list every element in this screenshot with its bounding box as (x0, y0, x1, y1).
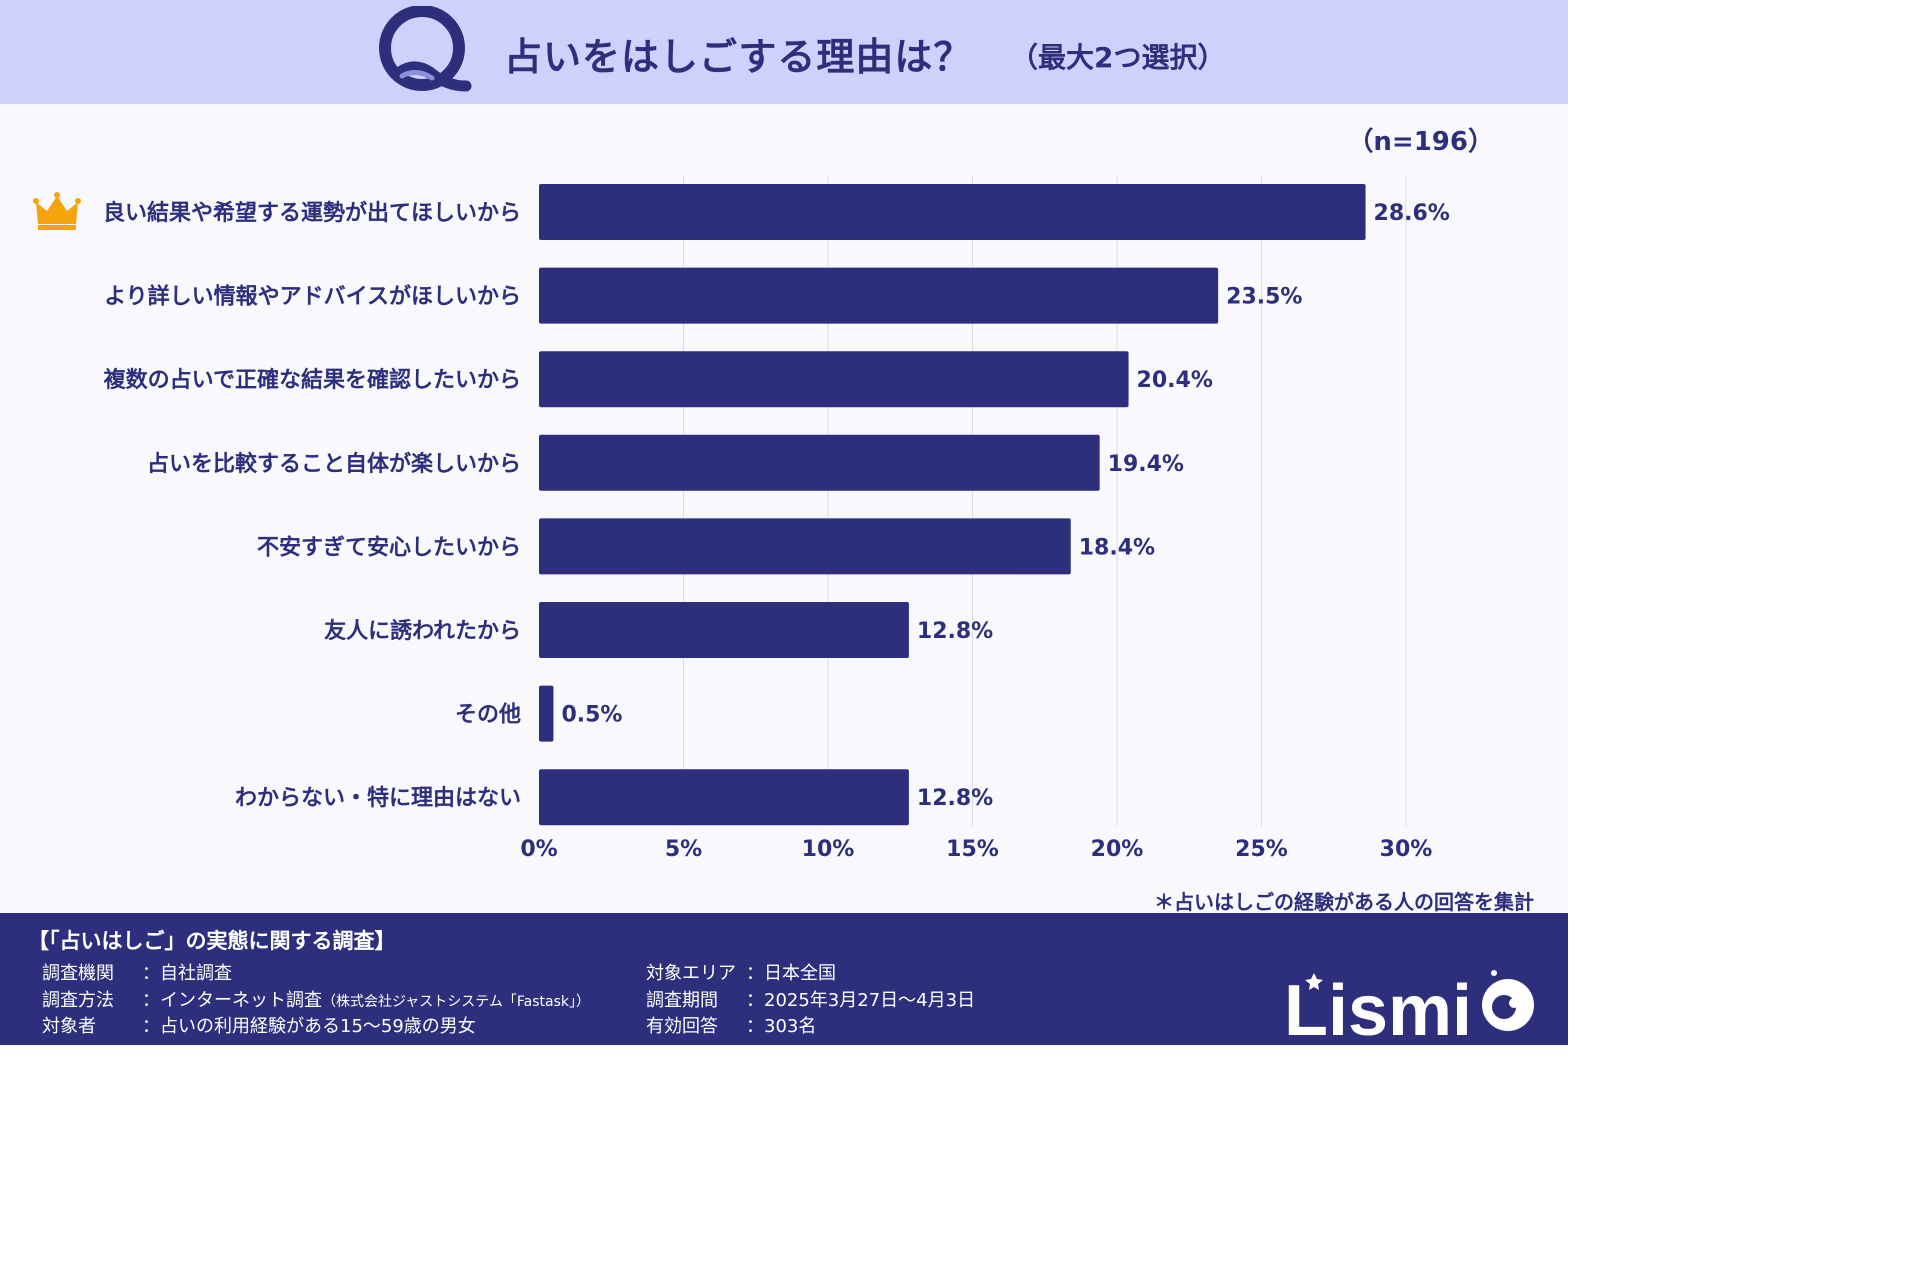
footer-value: ：日本全国 (746, 963, 836, 984)
data-label: 18.4% (1079, 535, 1155, 560)
x-tick-label: 5% (665, 837, 702, 862)
data-label: 12.8% (917, 619, 993, 644)
x-tick-label: 25% (1235, 837, 1288, 862)
footer-label: 有効回答 (646, 1016, 718, 1037)
q-icon (379, 6, 472, 92)
page-title: 占いをはしごする理由は？ (504, 35, 973, 79)
data-label: 0.5% (561, 703, 622, 728)
footer-row-method: 調査方法 ：インターネット調査（株式会社ジャストシステム「Fastask」） (42, 986, 590, 1012)
crown-icon (33, 192, 81, 230)
bar (539, 602, 909, 658)
footer-value: ：303名 (746, 1016, 817, 1037)
footnote: ＊占いはしごの経験がある人の回答を集計 (1154, 890, 1534, 914)
data-label: 23.5% (1226, 285, 1302, 310)
category-label: わからない・特に理由はない (235, 785, 521, 811)
footer-row-period: 調査期間 ：2025年3月27日～4月3日 (646, 986, 975, 1012)
category-label: 占いを比較すること自体が楽しいから (147, 451, 521, 477)
category-label: その他 (455, 703, 521, 728)
footer-label: 調査方法 (42, 990, 114, 1011)
bar (539, 351, 1129, 408)
x-tick-label: 0% (520, 837, 557, 862)
header-banner: 占いをはしごする理由は？ （最大2つ選択） (0, 0, 1568, 104)
bar (539, 184, 1366, 240)
bar (539, 434, 1100, 491)
bar (539, 518, 1071, 575)
footer-row-org: 調査機関 ：自社調査 (42, 959, 232, 985)
data-label: 28.6% (1374, 201, 1450, 226)
footer-label: 対象エリア (646, 963, 736, 984)
footer-value: ：占いの利用経験がある15～59歳の男女 (142, 1016, 476, 1037)
bar (539, 267, 1219, 324)
data-label: 20.4% (1137, 368, 1213, 393)
x-tick-label: 10% (802, 837, 855, 862)
category-label: より詳しい情報やアドバイスがほしいから (104, 284, 521, 310)
data-label: 12.8% (917, 786, 993, 811)
category-label: 複数の占いで正確な結果を確認したいから (104, 367, 521, 393)
x-tick-label: 20% (1091, 837, 1144, 862)
x-tick-label: 15% (946, 837, 999, 862)
data-label: 19.4% (1108, 452, 1184, 477)
page-subtitle: （最大2つ選択） (1010, 41, 1226, 74)
sample-size: （n=196） (1347, 127, 1494, 157)
footer-row-area: 対象エリア ：日本全国 (646, 959, 836, 985)
survey-footer: 【「占いはしご」の実態に関する調査】 調査機関 ：自社調査 調査方法 ：インターネッ… (0, 913, 1568, 1045)
footer-row-responses: 有効回答 ：303名 (646, 1012, 816, 1038)
footer-value: ：2025年3月27日～4月3日 (746, 990, 976, 1011)
category-label: 友人に誘われたから (324, 618, 521, 644)
footer-label: 対象者 (42, 1016, 96, 1037)
lismi-logo: Lismi (1284, 970, 1534, 1043)
bar-chart: 28.6% 良い結果や希望する運勢が出てほしいから 23.5% より詳しい情報やアドバ… (33, 176, 1450, 862)
x-tick-label: 30% (1380, 837, 1433, 862)
footer-value: ：自社調査 (142, 963, 232, 984)
survey-title: 【「占いはしご」の実態に関する調査】 (28, 929, 396, 953)
bar (539, 685, 554, 742)
category-label: 不安すぎて安心したいから (257, 534, 521, 560)
footer-label: 調査機関 (42, 963, 114, 984)
footer-label: 調査期間 (646, 990, 718, 1011)
footer-note: （株式会社ジャストシステム「Fastask」） (322, 994, 590, 1010)
footer-value: ：インターネット調査 (142, 990, 322, 1011)
bar (539, 769, 909, 826)
footer-row-target: 対象者 ：占いの利用経験がある15～59歳の男女 (42, 1012, 476, 1038)
category-label: 良い結果や希望する運勢が出てほしいから (103, 200, 521, 226)
